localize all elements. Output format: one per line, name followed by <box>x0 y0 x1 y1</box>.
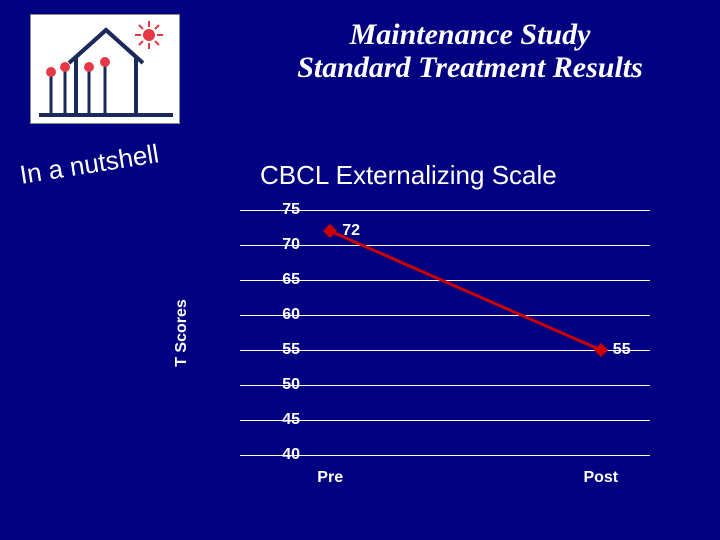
y-tick-label: 60 <box>250 306 300 324</box>
y-tick-label: 50 <box>250 376 300 394</box>
y-tick-label: 55 <box>250 341 300 359</box>
slide-title: Maintenance Study Standard Treatment Res… <box>230 18 710 84</box>
chart: 40 45 50 55 60 65 70 75 Pre Post 72 55 T Scores <box>170 200 670 520</box>
gridline <box>240 315 650 316</box>
value-label: 55 <box>613 341 631 359</box>
plot-area: 4045505560657075PrePost7255 <box>240 210 650 455</box>
y-tick-label: 70 <box>250 236 300 254</box>
x-tick-label: Post <box>583 469 618 487</box>
y-axis-title: T Scores <box>173 299 191 367</box>
gridline <box>240 420 650 421</box>
x-tick-label: Pre <box>317 469 343 487</box>
data-marker <box>594 343 608 357</box>
slide: Maintenance Study Standard Treatment Res… <box>0 0 720 540</box>
title-line-1: Maintenance Study <box>230 18 710 51</box>
data-marker <box>323 224 337 238</box>
gridline <box>240 350 650 351</box>
y-tick-label: 40 <box>250 446 300 464</box>
y-tick-label: 75 <box>250 201 300 219</box>
gridline <box>240 210 650 211</box>
value-label: 72 <box>342 222 360 240</box>
nutshell-text: In a nutshell <box>18 138 161 191</box>
series-line <box>330 230 602 352</box>
gridline <box>240 455 650 456</box>
y-tick-label: 45 <box>250 411 300 429</box>
logo <box>30 14 180 124</box>
title-line-2: Standard Treatment Results <box>230 51 710 84</box>
gridline <box>240 245 650 246</box>
chart-subtitle: CBCL Externalizing Scale <box>260 160 557 191</box>
gridline <box>240 385 650 386</box>
y-tick-label: 65 <box>250 271 300 289</box>
